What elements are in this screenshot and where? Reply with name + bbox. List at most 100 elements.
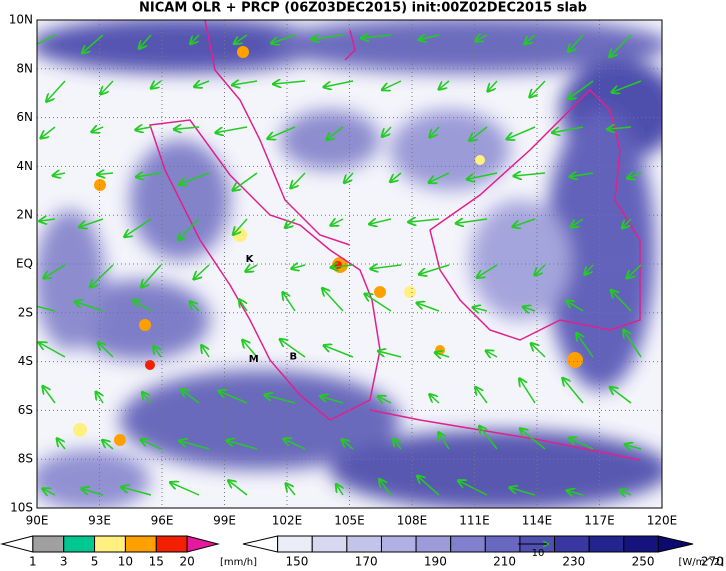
wind-vector bbox=[232, 81, 258, 85]
wind-vector bbox=[268, 126, 296, 139]
wind-vector bbox=[342, 440, 354, 450]
wind-vector bbox=[292, 265, 306, 269]
lon-label: 120E bbox=[647, 514, 678, 528]
wind-vector bbox=[627, 264, 642, 278]
colorbar-label: 15 bbox=[149, 555, 164, 569]
wind-vector bbox=[430, 126, 440, 137]
wind-vector bbox=[520, 429, 546, 450]
wind-vector bbox=[552, 126, 584, 133]
wind-vector bbox=[239, 300, 248, 312]
wind-vector bbox=[382, 80, 402, 90]
wind-vector bbox=[625, 445, 642, 449]
wind-vector bbox=[417, 303, 440, 312]
vector-reference-label: 10 bbox=[532, 548, 545, 559]
colorbar-cell bbox=[588, 535, 625, 553]
wind-vector bbox=[429, 172, 450, 182]
wind-vector bbox=[523, 307, 536, 311]
wind-vector bbox=[507, 126, 536, 139]
title: NICAM OLR + PRCP (06Z03DEC2015) init:00Z… bbox=[139, 1, 587, 16]
lon-label: 105E bbox=[334, 514, 365, 528]
wind-vector bbox=[125, 218, 152, 237]
wind-vector bbox=[365, 294, 392, 312]
wind-vector bbox=[393, 439, 401, 450]
colorbar-label: 170 bbox=[355, 555, 378, 569]
lon-label: 96E bbox=[151, 514, 174, 528]
colorbar-cell bbox=[124, 535, 157, 553]
wind-vector bbox=[194, 264, 210, 279]
colorbar-arrow bbox=[0, 535, 34, 553]
wind-vector bbox=[327, 126, 344, 140]
lon-label: 99E bbox=[213, 514, 236, 528]
map-frame bbox=[36, 19, 663, 509]
wind-vector bbox=[243, 340, 258, 358]
wind-vector bbox=[439, 80, 450, 89]
colorbar-cell bbox=[554, 535, 590, 553]
wind-vector bbox=[229, 481, 248, 496]
wind-vector bbox=[391, 172, 402, 182]
wind-vector bbox=[628, 173, 642, 178]
wind-vector bbox=[567, 301, 584, 312]
colorbar-cell bbox=[155, 535, 188, 553]
wind-vector bbox=[180, 441, 210, 450]
wind-vector bbox=[181, 390, 200, 404]
lon-label: 108E bbox=[397, 514, 428, 528]
lat-label: 8N bbox=[16, 61, 33, 75]
colorbar-cell bbox=[94, 535, 126, 553]
wind-vector bbox=[174, 127, 200, 129]
wind-vector bbox=[90, 264, 114, 287]
wind-vector bbox=[43, 386, 56, 404]
wind-vector bbox=[171, 483, 200, 496]
colorbar-label: 5 bbox=[91, 555, 99, 569]
wind-vector bbox=[195, 81, 210, 87]
wind-vector bbox=[44, 264, 66, 278]
wind-vector bbox=[265, 395, 296, 404]
wind-vector bbox=[151, 81, 162, 88]
wind-vector bbox=[178, 218, 200, 240]
wind-vector bbox=[234, 34, 248, 44]
wind-vector bbox=[611, 290, 632, 312]
wind-vector bbox=[568, 34, 584, 51]
colorbar-cell bbox=[380, 535, 417, 553]
colorbar-label: 190 bbox=[424, 555, 447, 569]
lat-label: 2N bbox=[16, 208, 33, 222]
wind-vector bbox=[610, 34, 632, 57]
wind-vector bbox=[513, 218, 536, 227]
wind-vector bbox=[191, 34, 200, 44]
colorbar-unit: [mm/h] bbox=[220, 557, 257, 568]
colorbar-label: 10 bbox=[118, 555, 133, 569]
lat-label: 6S bbox=[18, 403, 33, 417]
colorbar-cell bbox=[450, 535, 486, 553]
colorbar-label: 150 bbox=[285, 555, 308, 569]
colorbar-arrow bbox=[242, 535, 279, 553]
colorbar-cell bbox=[415, 535, 452, 553]
wind-vector bbox=[409, 219, 440, 222]
colorbar-cell bbox=[623, 535, 659, 553]
wind-vector bbox=[458, 481, 488, 496]
wind-vector bbox=[608, 127, 632, 129]
wind-vector bbox=[216, 126, 248, 133]
wind-vector bbox=[535, 264, 546, 275]
wind-vector bbox=[40, 219, 56, 221]
wind-vector bbox=[476, 387, 488, 404]
lat-label: 8S bbox=[18, 452, 33, 466]
wind-vector bbox=[520, 379, 536, 404]
wind-vector bbox=[322, 289, 344, 312]
wind-vector bbox=[525, 34, 536, 44]
wind-vector bbox=[510, 488, 536, 496]
wind-vector bbox=[344, 172, 354, 183]
colorbar-cell bbox=[277, 535, 313, 553]
lat-label: 4S bbox=[18, 354, 33, 368]
wind-vector bbox=[563, 378, 584, 404]
lat-label: 2S bbox=[18, 305, 33, 319]
wind-vector bbox=[477, 264, 498, 277]
lat-label: 10S bbox=[10, 501, 33, 515]
wind-vector bbox=[610, 387, 632, 404]
wind-vector bbox=[331, 265, 354, 267]
wind-vector bbox=[577, 334, 594, 358]
wind-vector bbox=[378, 351, 402, 358]
lat-label: 10N bbox=[9, 13, 33, 27]
wind-vector bbox=[362, 35, 392, 38]
wind-vector bbox=[141, 440, 162, 450]
wind-vector bbox=[154, 346, 162, 358]
colorbar-unit: [W/m^2] bbox=[678, 557, 724, 568]
